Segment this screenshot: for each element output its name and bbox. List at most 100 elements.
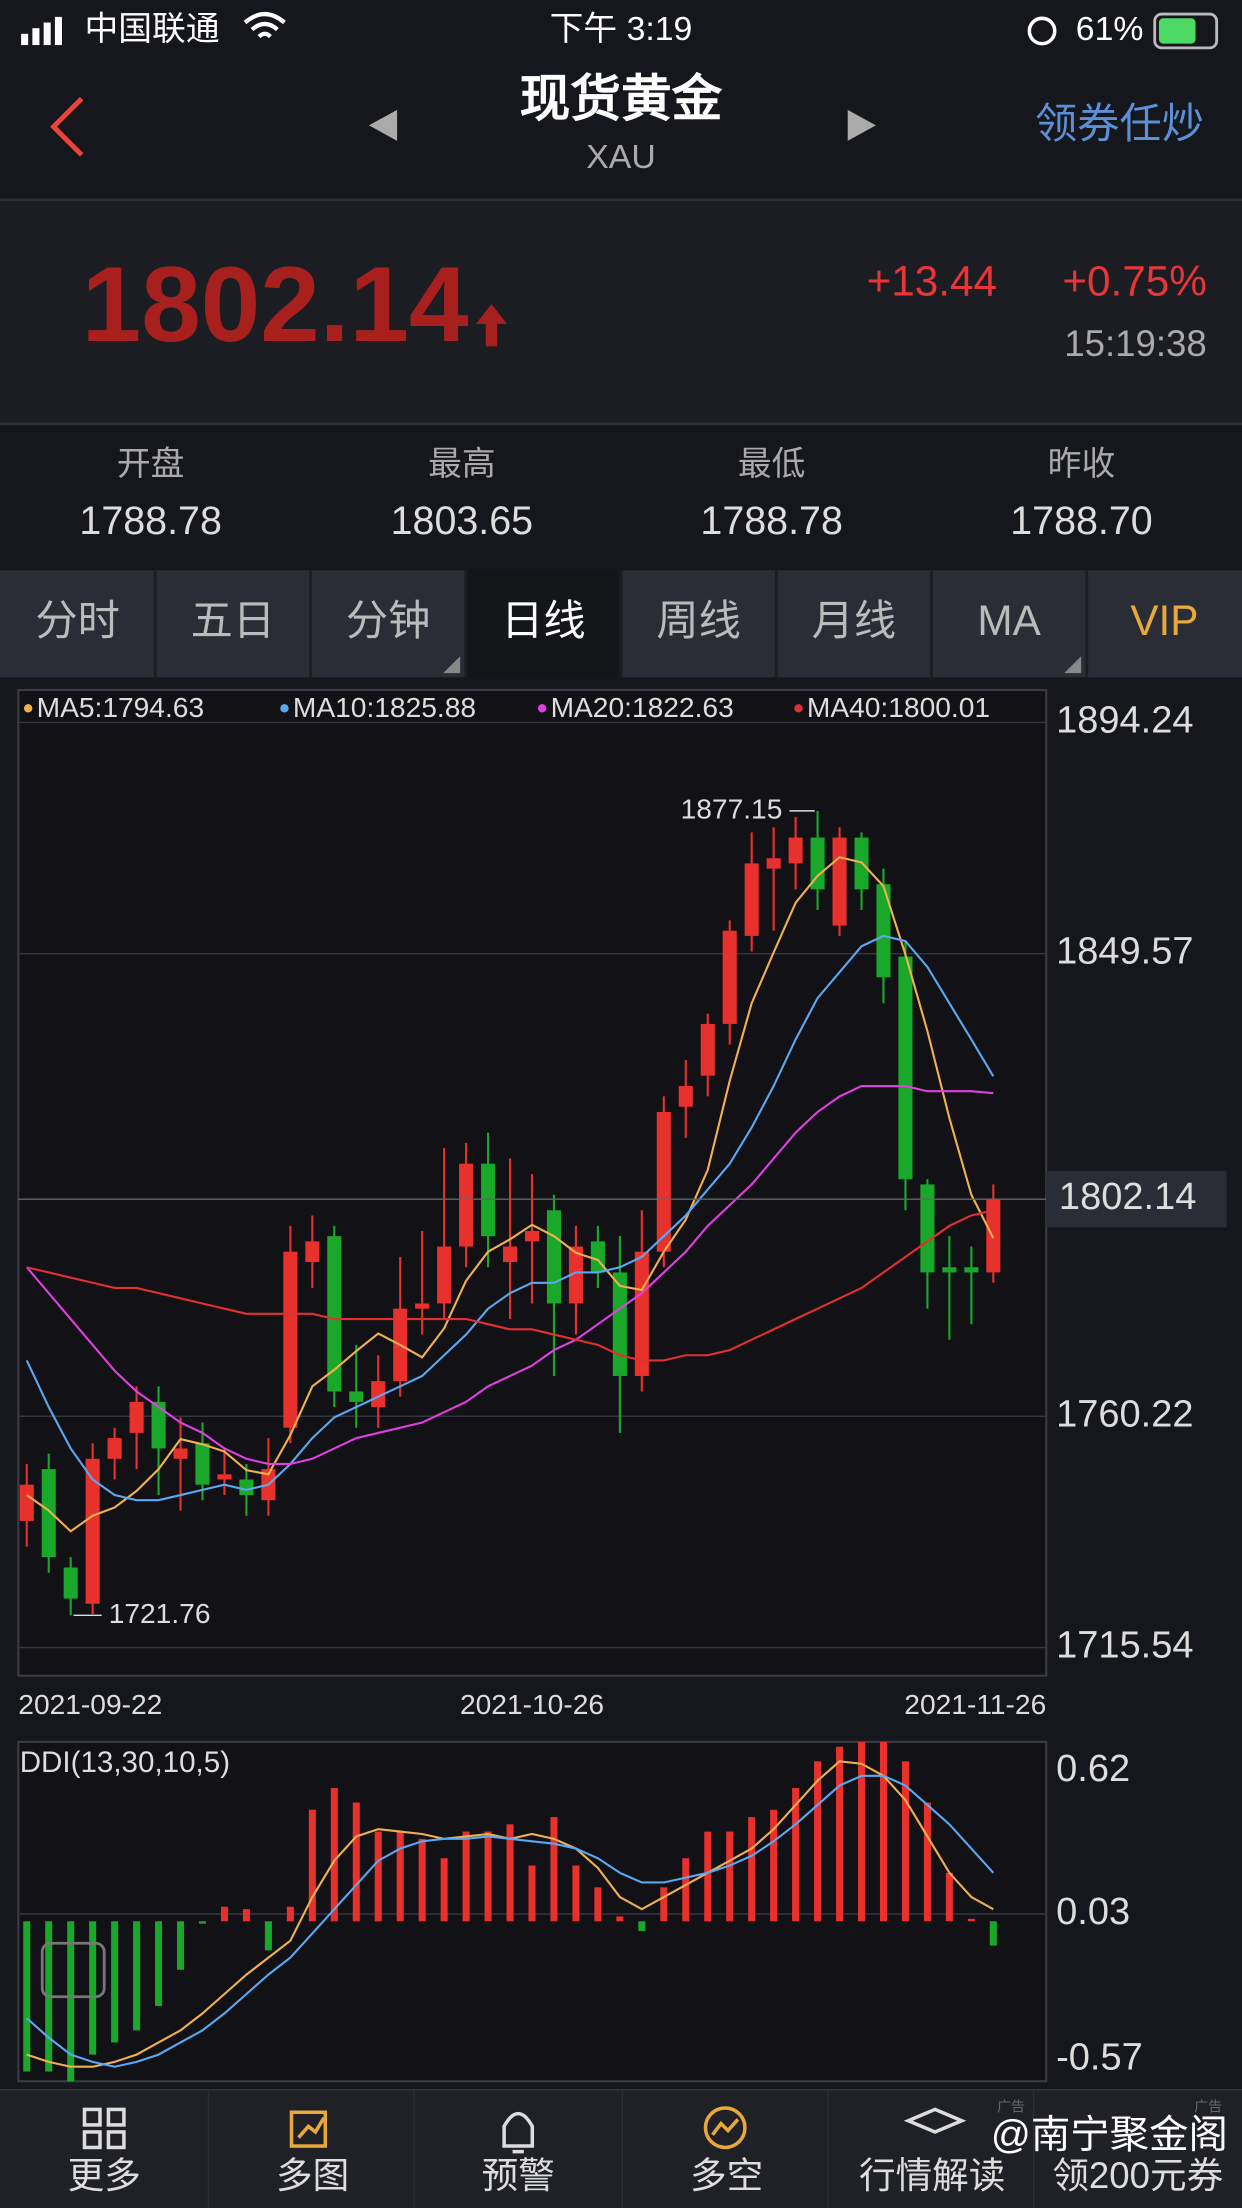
candle-body xyxy=(832,837,847,926)
candle-body xyxy=(239,1479,254,1496)
nav-label[interactable]: 领200元券 xyxy=(1052,2155,1223,2196)
bar xyxy=(286,1906,294,1922)
watermark: @南宁聚金阁 xyxy=(991,2113,1228,2157)
candle-body xyxy=(898,956,913,1180)
bar xyxy=(594,1887,602,1922)
bar xyxy=(198,1921,207,1924)
nav-label[interactable]: 预警 xyxy=(482,2155,555,2196)
tab-label[interactable]: 周线 xyxy=(656,597,740,644)
ma-line xyxy=(25,1084,994,1466)
bar xyxy=(374,1831,382,1922)
candle-body xyxy=(349,1391,364,1402)
candle-body xyxy=(524,1231,540,1242)
panel-title: DDI(13,30,10,5) xyxy=(20,1746,230,1779)
candle-body xyxy=(634,1251,649,1376)
stats: 开盘 1788.78 最高 1803.65 最低 1788.78 昨收 1788.70 xyxy=(79,445,1152,543)
candle-body xyxy=(590,1241,605,1273)
candle-body xyxy=(305,1241,320,1263)
candle-body xyxy=(415,1303,430,1309)
tab-label[interactable]: 分钟 xyxy=(346,597,430,644)
nav-label[interactable]: 多空 xyxy=(690,2155,763,2196)
quote-time: 15:19:38 xyxy=(1064,323,1207,364)
bar xyxy=(814,1761,822,1922)
nav-label[interactable]: 更多 xyxy=(68,2155,141,2196)
ad-label: 广告 xyxy=(997,2099,1025,2115)
bar xyxy=(989,1921,997,1946)
bar xyxy=(462,1831,470,1922)
subtitle: XAU xyxy=(586,138,655,176)
legend-label: MA10:1825.88 xyxy=(293,692,476,723)
legend-dot xyxy=(23,704,33,713)
action-link[interactable]: 领券任炒 xyxy=(1035,100,1204,147)
candle-body xyxy=(920,1184,935,1273)
candle-body xyxy=(327,1236,342,1392)
icon xyxy=(703,2106,747,2150)
nav-bg xyxy=(0,2089,1242,2208)
signal-bar xyxy=(43,22,51,46)
back-button[interactable] xyxy=(50,96,84,157)
nav-label[interactable]: 多图 xyxy=(276,2155,349,2196)
icon xyxy=(106,2130,126,2150)
bar xyxy=(923,1802,931,1922)
stat-value: 1788.78 xyxy=(79,499,221,543)
floating-icon[interactable] xyxy=(40,1941,106,1999)
bar xyxy=(242,1909,250,1922)
title: 现货黄金 xyxy=(520,70,723,127)
y-tick-label: 0.03 xyxy=(1056,1891,1130,1933)
bar xyxy=(528,1865,536,1922)
signal-bar xyxy=(54,16,62,46)
bar xyxy=(550,1817,558,1922)
legend-dot xyxy=(794,704,803,713)
nav-label[interactable]: 行情解读 xyxy=(859,2155,1005,2196)
candle-body xyxy=(437,1246,452,1304)
x-tick-label: 2021-11-26 xyxy=(904,1689,1046,1720)
bar xyxy=(440,1858,448,1922)
candle-body xyxy=(85,1458,100,1604)
bar xyxy=(857,1741,866,1922)
candle-body xyxy=(942,1267,957,1273)
y-tick-label: 1760.22 xyxy=(1056,1393,1193,1435)
tab-label[interactable]: 五日 xyxy=(191,597,275,644)
stat-label: 昨收 xyxy=(1048,445,1116,483)
candle-body xyxy=(964,1267,979,1273)
stat-label: 开盘 xyxy=(117,445,185,483)
bar xyxy=(67,1921,75,2082)
prev-button[interactable] xyxy=(368,109,398,141)
bar xyxy=(704,1831,712,1922)
stat-label: 最高 xyxy=(428,445,496,483)
tab-label[interactable]: MA xyxy=(977,597,1041,644)
legend-dot xyxy=(280,704,289,713)
clock: 下午 3:19 xyxy=(550,10,693,48)
bar xyxy=(770,1809,778,1922)
high-label: 1877.15 xyxy=(681,793,783,824)
bar xyxy=(506,1824,514,1922)
tab-label[interactable]: 日线 xyxy=(501,597,585,644)
tab-label[interactable]: VIP xyxy=(1130,597,1198,644)
bar xyxy=(682,1858,690,1922)
bar xyxy=(945,1872,953,1922)
ma-line xyxy=(26,1209,994,1362)
quote-bg xyxy=(0,201,1242,423)
icon xyxy=(711,2118,740,2136)
indicator-line xyxy=(26,1774,995,2068)
lock-icon xyxy=(1027,16,1057,46)
ma-line xyxy=(26,856,995,1533)
x-tick-label: 2021-10-26 xyxy=(460,1689,604,1720)
candle-body xyxy=(41,1469,56,1558)
ad-label: 广告 xyxy=(1194,2099,1222,2115)
tabs: 分时 五日 分钟 日线 周线 月线 MA VIP xyxy=(0,570,1242,678)
bar xyxy=(879,1741,888,1922)
candle-body xyxy=(678,1086,693,1107)
tab-label[interactable]: 月线 xyxy=(812,597,896,644)
x-tick-label: 2021-09-22 xyxy=(18,1689,162,1720)
stat-value: 1788.70 xyxy=(1010,499,1152,543)
candle-body xyxy=(371,1381,386,1408)
tab-label[interactable]: 分时 xyxy=(35,597,119,644)
bar xyxy=(23,1921,31,2072)
bar xyxy=(726,1831,734,1922)
price: 1802.14 xyxy=(82,244,469,364)
candle-body xyxy=(502,1246,518,1263)
next-button[interactable] xyxy=(847,109,876,141)
charts: 1715.54 1760.22 1849.57 1894.24 2021-09-22 20… xyxy=(18,692,1227,2082)
candle-body xyxy=(217,1474,232,1480)
